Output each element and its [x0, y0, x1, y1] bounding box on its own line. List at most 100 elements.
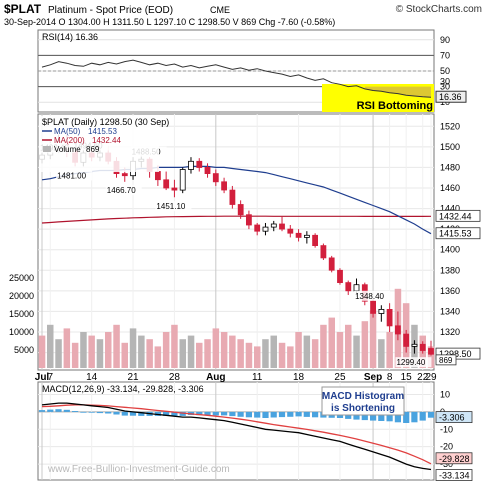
volume-tick-label: 15000 [9, 309, 34, 319]
volume-bar [88, 335, 95, 368]
candle-body [229, 189, 236, 205]
exchange-label: CME [210, 5, 230, 15]
candle-body [386, 308, 393, 327]
price-tick-label: 1480 [440, 162, 460, 172]
volume-bar [71, 342, 79, 368]
macd-histogram-bar [254, 411, 261, 418]
candle-body [403, 333, 410, 347]
price-annotation-bg [105, 185, 142, 196]
volume-bar [245, 342, 253, 368]
price-annotation-bg [354, 290, 391, 301]
volume-bar [129, 328, 137, 368]
ma200-last-label-box [435, 209, 481, 222]
macd-histogram-bar [138, 411, 145, 416]
volume-bar [179, 339, 186, 368]
price-annotation-label: 1451.10 [156, 202, 185, 211]
volume-bar [328, 317, 335, 368]
candle-body [204, 166, 211, 174]
volume-bar [386, 332, 393, 368]
legend-ma50-value: 1415.53 [88, 127, 117, 136]
x-axis-label: 15 [401, 372, 413, 383]
legend-ma200-name: MA(200) [54, 136, 85, 145]
macd-histogram-last-box [435, 411, 473, 424]
legend-ma50-name: MA(50) [54, 127, 81, 136]
candle-body [188, 160, 194, 170]
macd-legend: MACD(12,26,9) -33.134, -29.828, -3.306 [42, 384, 204, 394]
candle-body [221, 181, 228, 191]
macd-histogram-bar [179, 411, 186, 416]
volume-bar [336, 332, 344, 368]
macd-histogram-bar [312, 411, 319, 418]
macd-histogram-bar [63, 409, 70, 412]
x-axis-label: 29 [425, 372, 437, 383]
candle-body [179, 169, 186, 191]
price-annotation-label: 1466.70 [107, 186, 136, 195]
volume-bar [353, 335, 360, 368]
macd-histogram-bar [47, 409, 54, 412]
macd-histogram-bar [270, 411, 277, 418]
volume-bar [278, 342, 286, 368]
volume-bar [361, 321, 369, 368]
x-axis-label: 25 [334, 372, 346, 383]
macd-histogram-bar [378, 411, 385, 421]
candle-body [295, 232, 302, 238]
x-axis-label: 22 [417, 372, 429, 383]
macd-histogram-bar [221, 411, 228, 416]
volume-bar [55, 339, 62, 368]
rsi-tick-label: 50 [440, 66, 450, 76]
macd-histogram-bar [96, 411, 103, 414]
rsi-layer [41, 59, 432, 98]
price-legend-title: $PLAT (Daily) 1298.50 (30 Sep) [42, 117, 169, 127]
macd-histogram-bar [204, 411, 211, 416]
rsi-line [41, 59, 432, 98]
volume-last-box [435, 354, 457, 366]
close-last-label: 1298.50 [439, 349, 472, 359]
rsi-last-value: 16.36 [439, 92, 462, 102]
macd-histogram-bar [278, 411, 286, 418]
candle-body [337, 269, 343, 283]
legend-ma200-value: 1432.44 [92, 136, 121, 145]
x-axis-label: 18 [293, 372, 305, 383]
macd-histogram-bar [113, 411, 120, 415]
macd-histogram-bar [295, 411, 302, 417]
price-tick-label: 1500 [440, 142, 460, 152]
price-annotation-label: 1481.00 [57, 171, 86, 180]
candle-body [270, 223, 277, 228]
price-tick-label: 1360 [440, 286, 460, 296]
volume-bar [162, 332, 170, 368]
x-axis-label: Jul [35, 372, 50, 383]
macd-histogram-bar [129, 411, 137, 416]
volume-bar [154, 346, 162, 368]
close-last-label-box [435, 347, 481, 360]
volume-bar [369, 310, 377, 368]
volume-bar [254, 346, 261, 368]
rsi-legend: RSI(14) 16.36 [42, 32, 98, 42]
volume-bar [204, 339, 211, 368]
volume-bar [262, 339, 269, 368]
right-axis-labels: 16.36301432.441415.531298.50869-3.306-29… [435, 77, 481, 481]
macd-tick-label: -10 [440, 424, 453, 434]
macd-histogram-bar [245, 411, 252, 418]
price-tick-label: 1400 [440, 245, 460, 255]
macd-layer [38, 402, 435, 471]
candle-body [353, 284, 360, 292]
volume-bar [47, 324, 54, 368]
macd-histogram-bar [303, 411, 310, 417]
volume-bar [138, 335, 145, 368]
candle-body [428, 348, 434, 355]
rsi-tick-label: 70 [440, 50, 450, 60]
macd-histogram-bar [427, 411, 435, 418]
watermark: www.Free-Bullion-Investment-Guide.com [47, 464, 230, 475]
rsi-oversold-fill [364, 86, 431, 98]
macd-line [41, 402, 432, 471]
volume-tick-label: 5000 [14, 345, 34, 355]
volume-bar [105, 332, 112, 368]
candle-body [320, 245, 327, 259]
candle-body [163, 179, 170, 189]
macd-histogram-last: -3.306 [439, 413, 465, 423]
volume-bar [63, 328, 71, 368]
price-annotation: 1348.40 [354, 290, 391, 301]
macd-tick-label: 10 [440, 389, 450, 399]
macd-histogram-bar [237, 411, 244, 417]
